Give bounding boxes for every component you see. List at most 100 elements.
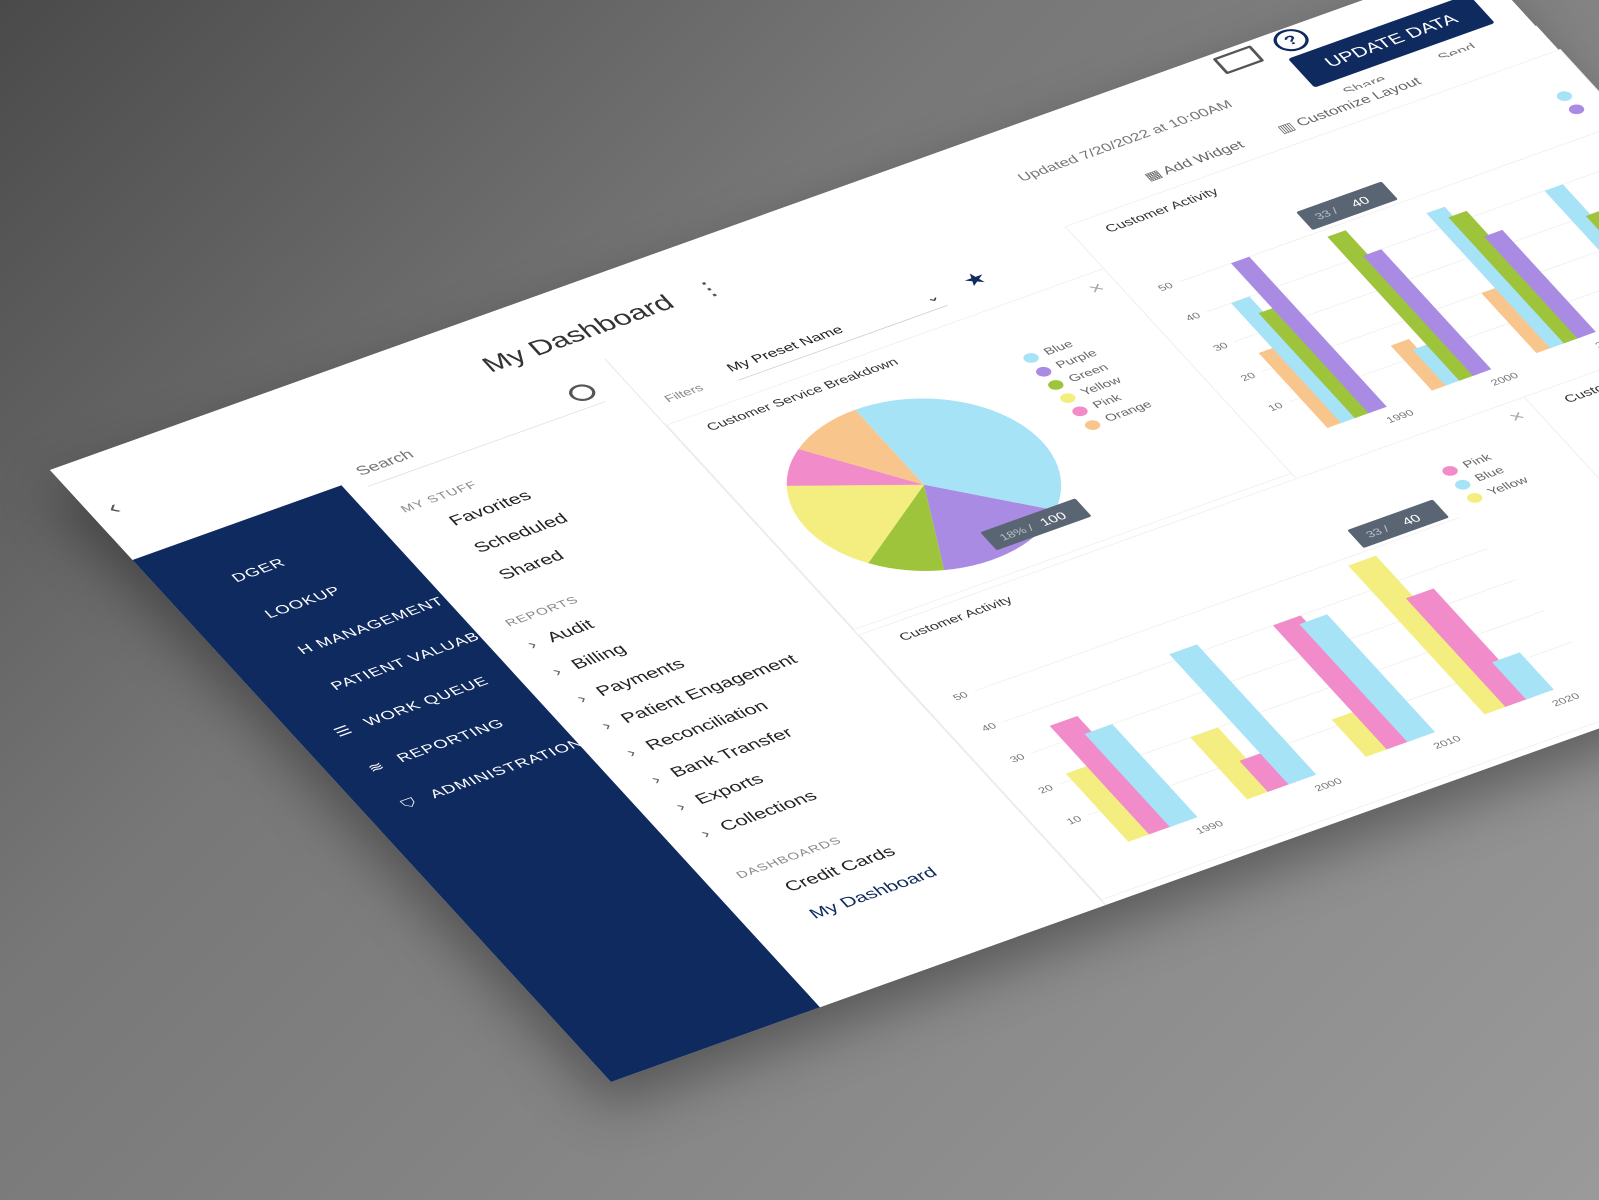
star-icon[interactable]: ★ [957,267,993,292]
pie-slice-blue[interactable] [855,367,1093,539]
gridline [1002,548,1488,723]
bar-green-1990[interactable] [1258,306,1374,419]
bar-blue-1990[interactable] [1231,296,1360,424]
bar-yellow-1990[interactable] [1065,763,1157,842]
app-window: ‹ My Dashboard ⋮ ? Updated 7/20/2022 at … [50,0,1599,1082]
bar-blue-2020[interactable] [1492,652,1554,700]
gridline [1179,128,1599,283]
collapse-icon[interactable]: ‹ [100,496,127,519]
menu-item-label: Billing [567,641,631,673]
chevron-right-icon: › [696,826,715,842]
gridline [1206,158,1599,313]
y-tick-label: 20 [1036,783,1056,795]
legend-swatch [1045,378,1067,392]
y-tick-label: 30 [1211,341,1231,353]
bar-blue-1990[interactable] [1084,724,1198,827]
nav-item-label: LOOKUP [261,583,345,621]
close-icon[interactable]: × [1503,406,1530,427]
x-tick-label: 2010 [1431,734,1464,751]
y-tick-label: 30 [1008,752,1028,764]
bar-blue-2020[interactable] [1544,184,1599,311]
gridline [1261,218,1599,373]
chart-icon: ≋ [364,758,390,776]
menu-item-audit[interactable]: ›Audit [523,617,599,653]
x-tick-label: 2000 [1312,777,1345,794]
widget-service-breakdown: Customer Service Breakdown × 18% /100 Bl… [665,267,1293,631]
y-tick-label: 10 [1266,401,1286,413]
bar-yellow-2000[interactable] [1190,727,1275,800]
lookup-icon [235,622,260,631]
nav-item-label: REPORTING [393,716,508,765]
chevron-right-icon: › [523,637,542,653]
tooltip-b: 40 [1348,194,1373,210]
pie-slice-green[interactable] [828,484,988,589]
bar-green-2010[interactable] [1448,210,1583,344]
bar-tooltip: 33 /40 [1296,182,1398,230]
menu-item-shared[interactable]: Shared [494,547,569,583]
x-tick-label: 1990 [1384,408,1417,425]
legend-swatch [1082,418,1104,432]
bar-blue-2010[interactable] [1299,614,1436,742]
ledger-icon [202,586,227,595]
laptop-icon[interactable] [1212,45,1265,75]
y-tick-label: 50 [1156,281,1176,293]
nav-item-lookup[interactable]: LOOKUP [227,583,345,633]
more-options-icon[interactable]: ⋮ [687,274,731,303]
bar-yellow-2020[interactable] [1348,555,1513,715]
x-tick-label: 2020 [1550,692,1583,709]
bar-pink-2010[interactable] [1272,615,1415,750]
x-tick-label: 1990 [1194,819,1227,836]
pie-slice-orange[interactable] [785,409,924,510]
pie-chart: 18% /100 [764,367,1093,589]
shield-icon: ⛉ [397,795,422,812]
close-icon[interactable]: × [1083,278,1110,298]
legend-swatch [1057,391,1079,405]
pie-slice-purple[interactable] [880,456,1074,576]
legend-swatch [1069,405,1091,419]
y-tick-label: 10 [1065,814,1085,826]
bar-purple-2010[interactable] [1484,229,1596,339]
menu-item-billing[interactable]: ›Billing [548,641,631,679]
tooltip-b: 40 [1399,512,1424,528]
bar-blue-2000[interactable] [1412,343,1464,386]
gridline [1234,188,1599,343]
nav-item-label: WORK QUEUE [360,674,493,729]
legend-swatch-blue[interactable] [1554,90,1575,103]
nav-item-label: DGER [228,555,290,585]
cash-icon [268,658,293,667]
widget-customer-activity-2: Customer Activity × 10 20 30 40 50 1990 2000 20… [858,396,1599,901]
bar-pink-2020[interactable] [1405,588,1534,707]
legend-swatch-purple[interactable] [1566,103,1587,116]
valuables-icon [301,694,326,703]
bar-orange-1990[interactable] [1258,346,1346,428]
y-tick-label: 40 [1183,311,1203,323]
chevron-right-icon: › [622,745,641,761]
bar-purple-2000[interactable] [1363,249,1492,376]
bar-orange-2010[interactable] [1481,286,1555,354]
widget-customer-activity-1: Customer Activity 10 20 30 40 50 1990 2000 2010… [1064,48,1599,480]
pie-slice-pink[interactable] [764,424,924,522]
nav-item-ledger[interactable]: DGER [194,555,290,597]
menu-item-label: Exports [691,771,768,808]
bar-yellow-2010[interactable] [1331,709,1394,757]
bar-pink-1990[interactable] [1049,716,1177,835]
x-tick-label: 2000 [1489,371,1522,388]
bar-chart-2: 10 20 30 40 50 1990 2000 2010 2020 33 /40 [951,499,1583,842]
bar-pink-2000[interactable] [1239,751,1296,792]
pie-slice-yellow[interactable] [772,449,964,572]
gridline [974,517,1460,692]
bar-blue-2000[interactable] [1169,644,1317,785]
menu-item-exports[interactable]: ›Exports [672,771,768,814]
list-icon: ☰ [330,722,357,740]
legend-swatch [1032,364,1054,379]
legend-swatch [1464,491,1486,505]
bar-purple-1990[interactable] [1231,256,1387,414]
chevron-right-icon: › [547,664,567,680]
bar-green-2000[interactable] [1327,230,1478,381]
chevron-right-icon: › [572,691,592,707]
bar-orange-2000[interactable] [1390,339,1451,391]
chevron-down-icon: ⌄ [921,290,944,306]
search-icon[interactable] [564,381,601,404]
chevron-right-icon: › [646,772,666,788]
bar-blue-2010[interactable] [1426,206,1569,349]
